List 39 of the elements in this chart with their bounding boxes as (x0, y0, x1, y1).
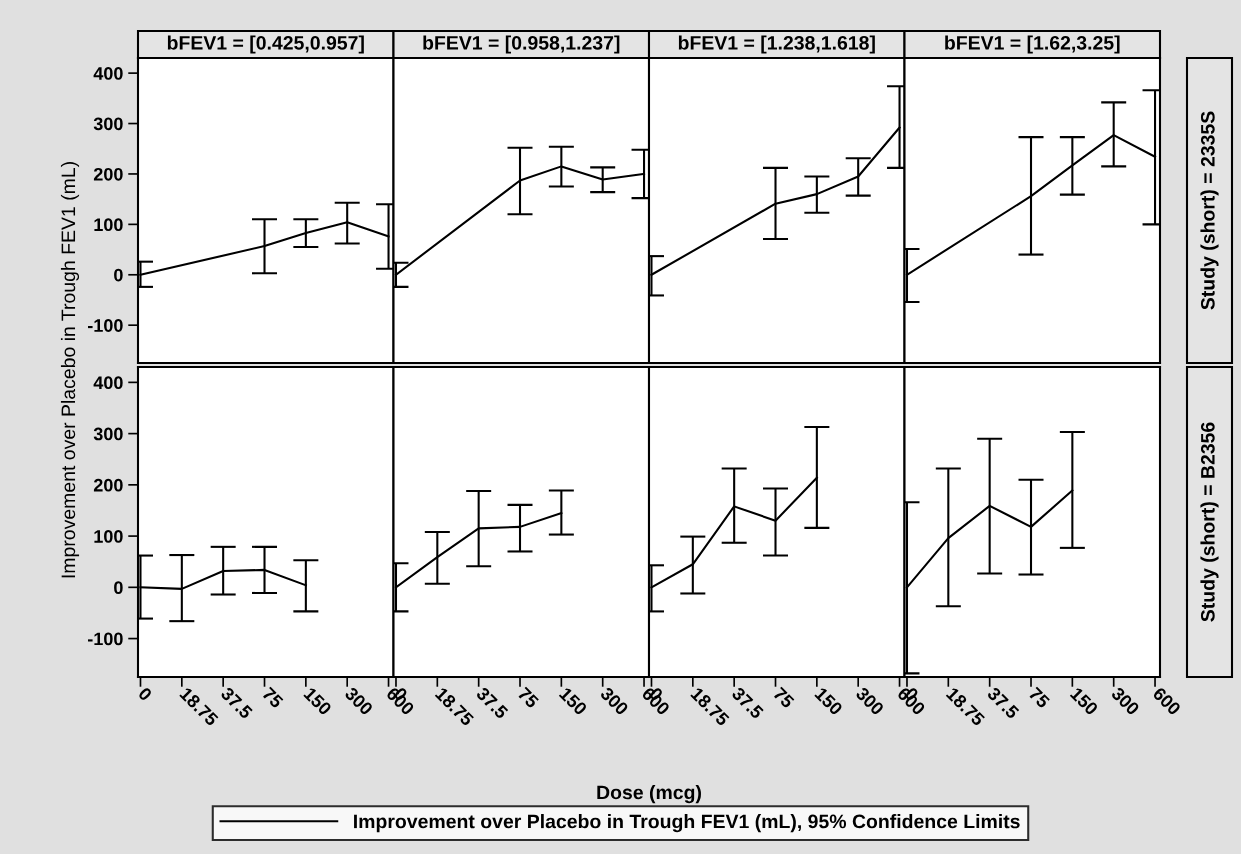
x-tick-label: 37.5 (475, 686, 509, 720)
x-tick-label: 150 (1069, 686, 1099, 716)
y-tick-label: -100 (87, 632, 123, 646)
y-tick-label: 100 (94, 530, 123, 543)
x-tick-label: 37.5 (986, 686, 1020, 720)
chart-title: bFEV1 = [1.62,3.25] (945, 35, 1120, 54)
x-tick-label: 300 (599, 686, 630, 716)
x-tick-label: 150 (303, 686, 333, 716)
y-tick-label: 300 (93, 427, 123, 441)
y-axis-title: Improvement over Placebo in Trough FEV1 (mL) (60, 162, 80, 578)
x-tick-label: 75 (517, 686, 540, 709)
x-tick-label: 75 (772, 686, 795, 709)
y2-axis-title: Study (short) = B2356 (1200, 422, 1219, 622)
x-tick-label: 600 (1152, 686, 1182, 716)
x-tick-label: 37.5 (220, 686, 254, 720)
y-tick-label: 0 (114, 581, 123, 595)
y-tick-label: 200 (93, 478, 123, 492)
y-tick-label: 200 (93, 167, 123, 181)
x-tick-label: 150 (558, 686, 588, 716)
y2-axis-title: Study (short) = 2335S (1200, 111, 1219, 310)
x-tick-label: 300 (855, 686, 885, 716)
chart-title: bFEV1 = [1.238,1.618] (678, 35, 875, 54)
x-tick-label: 150 (814, 686, 844, 716)
x-tick-label: 37.5 (731, 686, 765, 720)
x-tick-label: 0 (137, 686, 153, 702)
chart-title: bFEV1 = [0.425,0.957] (167, 35, 364, 54)
y-tick-label: 400 (93, 67, 123, 80)
y-tick-label: 100 (94, 218, 123, 232)
x-axis-title: Dose (mcg) (597, 785, 701, 804)
y-tick-label: 300 (93, 117, 123, 131)
y-tick-label: 400 (93, 376, 123, 390)
x-tick-label: 75 (261, 686, 284, 709)
text: Improvement over Placebo in Trough FEV1 (mL), 95% Confidence Limits (354, 814, 1020, 833)
x-tick-label: 75 (1028, 686, 1051, 709)
chart-title: bFEV1 = [0.958,1.237] (423, 35, 620, 54)
x-tick-label: 300 (344, 686, 374, 716)
y-tick-label: 0 (114, 268, 123, 282)
x-tick-label: 300 (1110, 686, 1141, 716)
y-tick-label: -100 (87, 319, 123, 332)
